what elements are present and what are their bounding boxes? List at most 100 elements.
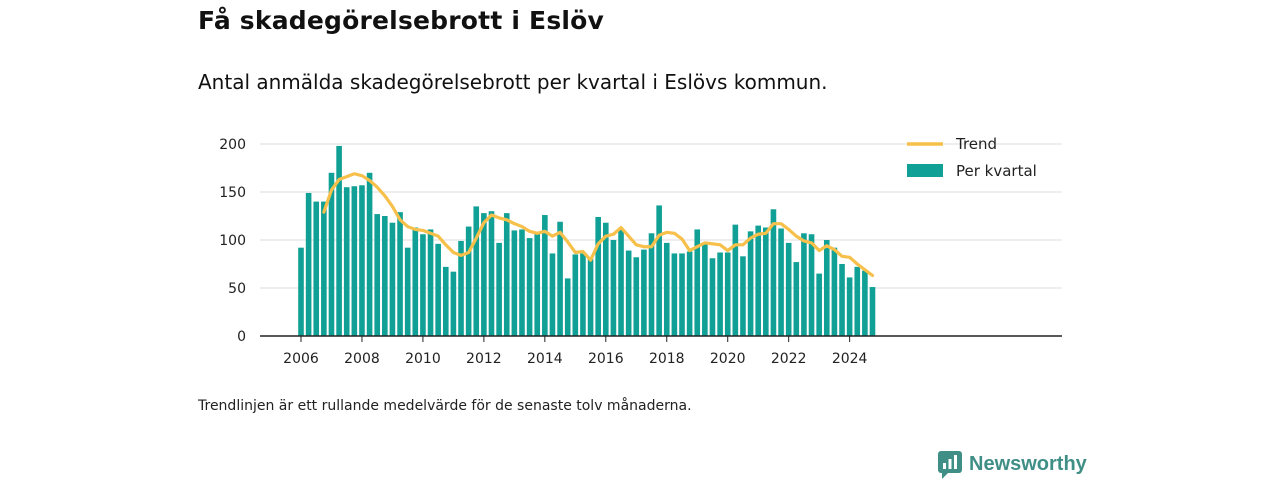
- bar: [572, 254, 579, 336]
- bar: [656, 205, 662, 336]
- bar: [519, 229, 525, 336]
- y-tick-label: 100: [219, 233, 246, 249]
- bar: [755, 225, 761, 336]
- x-tick-label: 2016: [588, 351, 624, 367]
- bar: [686, 251, 693, 336]
- bar: [382, 216, 388, 336]
- y-tick-label: 0: [237, 329, 246, 345]
- x-tick-label: 2020: [710, 351, 746, 367]
- bar: [763, 227, 769, 336]
- bar: [313, 201, 320, 336]
- bar: [816, 273, 822, 336]
- legend-bar-label: Per kvartal: [956, 162, 1037, 180]
- bar: [641, 249, 647, 336]
- bar: [831, 247, 838, 336]
- bar: [488, 211, 495, 336]
- bar: [412, 227, 419, 336]
- bar: [778, 228, 784, 336]
- bar: [869, 287, 876, 336]
- bar: [442, 266, 449, 336]
- bar: [603, 222, 609, 336]
- bar: [465, 226, 472, 336]
- x-tick-label: 2018: [649, 351, 685, 367]
- bar: [702, 242, 708, 336]
- bar: [496, 242, 502, 336]
- bar: [473, 206, 480, 336]
- bar: [839, 264, 845, 336]
- bar: [374, 214, 380, 336]
- brand-name: Newsworthy: [969, 452, 1087, 475]
- bar: [328, 172, 335, 336]
- bar: [397, 212, 403, 336]
- bar: [336, 145, 342, 336]
- chart-subtitle: Antal anmälda skadegörelsebrott per kvar…: [198, 70, 828, 94]
- bar: [793, 262, 800, 336]
- bar: [404, 247, 411, 336]
- bar: [610, 240, 617, 336]
- newsworthy-logo[interactable]: Newsworthy: [938, 449, 1087, 479]
- bar: [557, 221, 563, 336]
- y-tick-label: 50: [228, 281, 246, 297]
- bar: [747, 231, 754, 336]
- bar: [351, 186, 358, 336]
- bar: [534, 232, 541, 336]
- bar: [694, 229, 701, 336]
- bar: [854, 266, 861, 336]
- bar: [389, 222, 396, 336]
- bar: [321, 201, 327, 336]
- trend-line: [322, 172, 875, 278]
- x-tick-label: 2008: [344, 351, 380, 367]
- bar: [511, 230, 518, 336]
- bar: [770, 209, 777, 336]
- footnote: Trendlinjen är ett rullande medelvärde f…: [198, 398, 692, 414]
- bar: [633, 257, 640, 336]
- bar: [343, 187, 350, 336]
- bar: [801, 233, 807, 336]
- bar-chart: 0 50 100 150 200 2006 2008 2010 2012 2014 2016 2018…: [219, 135, 1062, 367]
- bar: [808, 234, 815, 336]
- bar: [298, 247, 304, 336]
- bar: [625, 250, 632, 336]
- bar: [648, 233, 655, 336]
- bar: [420, 234, 426, 336]
- y-tick-label: 200: [219, 137, 246, 153]
- bar: [740, 256, 746, 336]
- bar: [717, 252, 723, 336]
- bar: [542, 215, 548, 336]
- bar: [823, 240, 830, 336]
- bar: [549, 253, 556, 336]
- bar: [305, 192, 312, 336]
- bar: [724, 252, 731, 336]
- bar: [671, 253, 678, 336]
- x-tick-label: 2024: [832, 351, 868, 367]
- x-tick-label: 2010: [405, 351, 441, 367]
- x-tick-label: 2014: [527, 351, 563, 367]
- bar: [359, 185, 365, 336]
- bar: [846, 277, 853, 336]
- y-tick-label: 150: [219, 185, 246, 201]
- bar: [618, 228, 624, 336]
- bar: [709, 258, 716, 336]
- bar: [427, 229, 434, 336]
- bar: [595, 216, 601, 336]
- bar: [503, 213, 510, 336]
- bar: [663, 242, 670, 336]
- legend-bar-swatch: [907, 164, 943, 177]
- bar: [481, 213, 487, 336]
- x-tick-label: 2022: [771, 351, 807, 367]
- bar: [366, 172, 373, 336]
- bar: [580, 253, 586, 336]
- bar: [564, 278, 571, 336]
- legend-trend-label: Trend: [955, 135, 997, 153]
- bar: [587, 259, 594, 336]
- bar: [450, 271, 457, 336]
- bar: [732, 224, 739, 336]
- bar: [435, 243, 441, 336]
- x-tick-label: 2006: [283, 351, 319, 367]
- chart-title: Få skadegörelsebrott i Eslöv: [198, 6, 605, 35]
- newsworthy-logo-icon: [938, 451, 962, 479]
- bar: [785, 242, 792, 336]
- x-tick-label: 2012: [466, 351, 502, 367]
- bar: [862, 270, 868, 336]
- bar: [679, 253, 685, 336]
